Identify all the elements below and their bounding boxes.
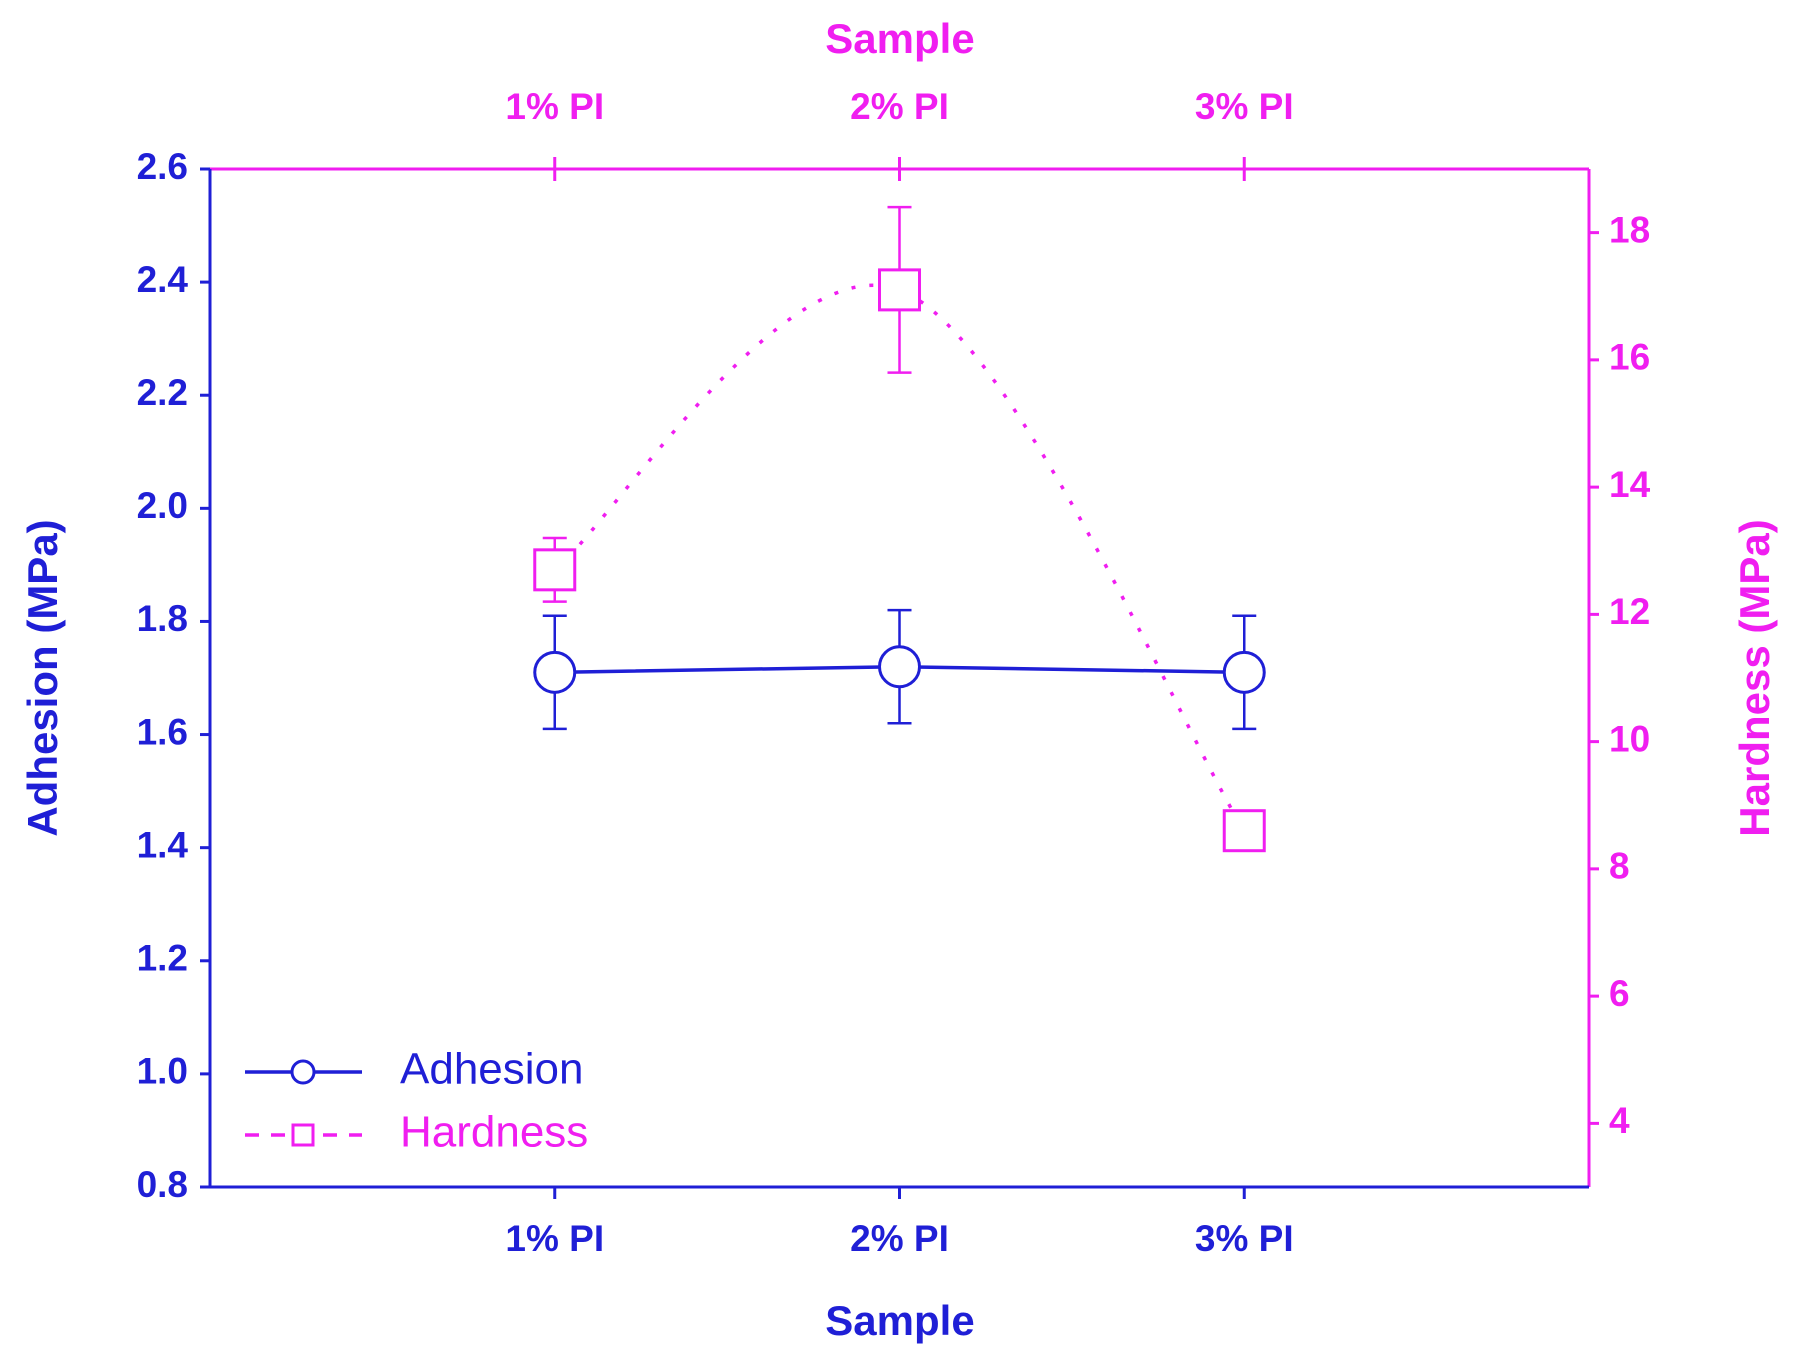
marker	[878, 645, 921, 689]
y-tick-label: 1.0	[137, 1051, 188, 1092]
y-tick-label: 0.8	[137, 1164, 188, 1205]
y-tick-label: 2.4	[137, 259, 189, 300]
x2-tick-label: 2% PI	[850, 86, 949, 127]
y2-tick-label: 6	[1609, 973, 1630, 1014]
x-tick-label: 3% PI	[1195, 1218, 1294, 1259]
legend-label: Hardness	[400, 1108, 588, 1157]
marker	[533, 548, 577, 592]
x2-tick-label: 3% PI	[1195, 86, 1294, 127]
y2-tick-label: 10	[1609, 718, 1650, 759]
marker	[878, 268, 921, 312]
marker	[291, 1123, 315, 1147]
x-tick-label: 2% PI	[850, 1218, 949, 1259]
y-tick-label: 1.6	[137, 711, 188, 752]
y2-tick-label: 14	[1609, 464, 1651, 505]
y-axis-title: Adhesion (MPa)	[19, 519, 66, 836]
y-tick-label: 2.6	[137, 146, 188, 187]
y2-axis-title: Hardness (MPa)	[1731, 519, 1778, 836]
x2-tick-label: 1% PI	[505, 86, 604, 127]
marker	[533, 650, 577, 694]
x2-axis-title: Sample	[825, 15, 974, 62]
x-tick-label: 1% PI	[505, 1218, 604, 1259]
legend-label: Adhesion	[400, 1045, 583, 1094]
marker	[290, 1059, 316, 1085]
y-tick-label: 1.8	[137, 598, 188, 639]
x-axis-title: Sample	[825, 1297, 974, 1344]
y-tick-label: 1.2	[137, 938, 188, 979]
y-tick-label: 2.2	[137, 372, 188, 413]
marker	[1222, 650, 1266, 694]
y2-tick-label: 18	[1609, 209, 1650, 250]
y2-tick-label: 16	[1609, 337, 1650, 378]
y-tick-label: 1.4	[137, 824, 189, 865]
marker	[1222, 809, 1266, 853]
y2-tick-label: 12	[1609, 591, 1650, 632]
y2-tick-label: 4	[1609, 1100, 1630, 1141]
y-tick-label: 2.0	[137, 485, 188, 526]
y2-tick-label: 8	[1609, 846, 1630, 887]
